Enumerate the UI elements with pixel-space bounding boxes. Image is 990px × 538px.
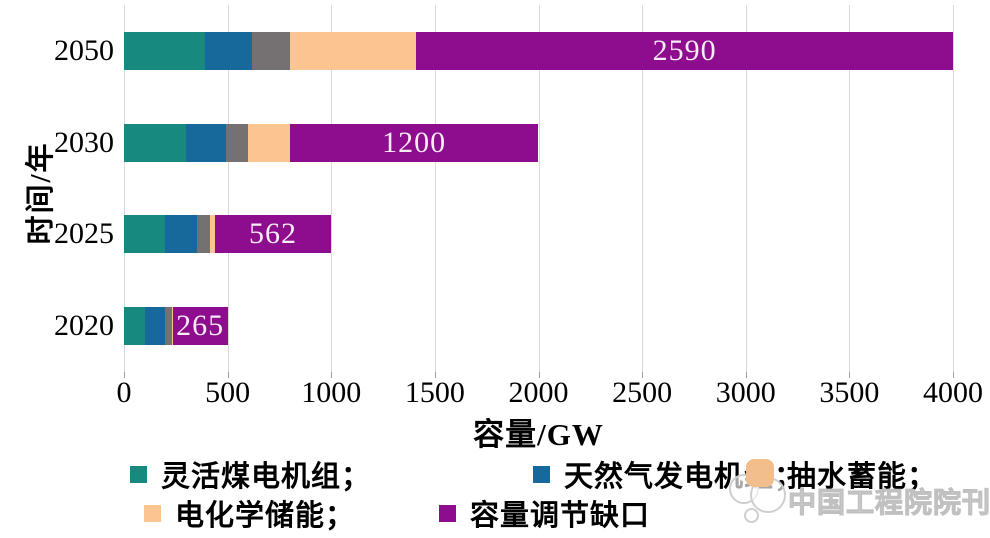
segment-pumped-storage-2050 (252, 31, 290, 70)
segment-natural-gas-2025 (165, 215, 197, 254)
segment-flexible-coal-2050 (124, 31, 205, 70)
y-tick-label-2050: 2050 (54, 33, 114, 67)
segment-natural-gas-2050 (204, 31, 253, 70)
gridline-2500 (642, 5, 644, 372)
legend-swatch-capacity-gap (439, 504, 456, 522)
bar-2020: 265 (124, 307, 228, 346)
bar-value-label-2030: 1200 (382, 125, 447, 159)
x-axis-title: 容量/GW (473, 417, 604, 452)
x-tick-label-500: 500 (205, 376, 251, 409)
segment-battery-storage-2050 (289, 31, 417, 70)
segment-battery-storage-2020 (171, 307, 173, 346)
y-tick-label-2020: 2020 (54, 309, 114, 343)
watermark-text: 中国工程院院刊 (787, 488, 990, 520)
segment-natural-gas-2030 (186, 123, 226, 162)
bar-value-label-2050: 2590 (652, 33, 717, 67)
x-tick-label-2500: 2500 (612, 376, 673, 409)
legend-swatch-flexible-coal (130, 465, 147, 483)
x-tickmark-2000 (538, 372, 540, 378)
y-axis-title: 时间/年 (25, 141, 57, 245)
gridline-500 (227, 5, 229, 372)
gridline-4000 (953, 5, 954, 372)
bar-value-label-2020: 265 (176, 309, 225, 343)
legend-item-flexible-coal: 灵活煤电机组； (130, 456, 372, 493)
x-tickmark-0 (124, 372, 125, 378)
y-tick-label-2030: 2030 (54, 125, 114, 159)
segment-pumped-storage-2030 (225, 123, 249, 162)
watermark-logo-bubble-icon (746, 459, 774, 487)
gridline-1500 (434, 5, 436, 372)
segment-capacity-gap-2050: 2590 (416, 31, 953, 70)
x-tickmark-3500 (849, 372, 851, 378)
legend-label-flexible-coal: 灵活煤电机组； (161, 461, 372, 493)
x-tickmark-2500 (642, 372, 644, 378)
x-tickmark-4000 (953, 372, 954, 378)
segment-battery-storage-2030 (248, 123, 290, 162)
segment-pumped-storage-2020 (165, 307, 172, 346)
segment-capacity-gap-2025: 562 (214, 215, 332, 254)
gridline-1000 (331, 5, 333, 372)
x-tick-label-0: 0 (116, 376, 132, 409)
x-tick-label-1500: 1500 (404, 376, 465, 409)
x-tick-label-3000: 3000 (715, 376, 776, 409)
segment-battery-storage-2025 (209, 215, 215, 254)
gridline-3500 (849, 5, 851, 372)
bar-2030: 1200 (124, 123, 539, 162)
legend-item-capacity-gap: 容量调节缺口 (439, 495, 651, 532)
gridline-3000 (745, 5, 747, 372)
segment-flexible-coal-2030 (124, 123, 187, 162)
watermark-logo-dot (744, 508, 759, 523)
bar-value-label-2025: 562 (248, 217, 297, 251)
segment-natural-gas-2020 (144, 307, 166, 346)
bar-2025: 562 (124, 215, 332, 254)
segment-flexible-coal-2025 (124, 215, 166, 254)
legend-label-pumped-storage: 抽水蓄能； (787, 461, 938, 493)
legend-swatch-natural-gas (533, 465, 550, 483)
x-tick-label-4000: 4000 (923, 376, 983, 409)
x-tick-label-1000: 1000 (301, 376, 362, 409)
gridline-0 (124, 5, 125, 372)
y-tick-label-2025: 2025 (54, 217, 114, 251)
bar-2050: 2590 (124, 31, 953, 70)
legend-item-battery-storage: 电化学储能； (144, 495, 356, 532)
x-tickmark-3000 (745, 372, 747, 378)
gridline-2000 (538, 5, 540, 372)
x-tick-label-2000: 2000 (508, 376, 569, 409)
legend-label-battery-storage: 电化学储能； (175, 500, 356, 532)
plot-area (124, 5, 954, 372)
x-tickmark-1000 (331, 372, 333, 378)
x-tick-label-3500: 3500 (819, 376, 880, 409)
segment-capacity-gap-2020: 265 (172, 307, 228, 346)
x-tickmark-1500 (434, 372, 436, 378)
segment-pumped-storage-2025 (196, 215, 210, 254)
legend-label-capacity-gap: 容量调节缺口 (470, 500, 651, 532)
segment-capacity-gap-2030: 1200 (289, 123, 539, 162)
legend-swatch-battery-storage (144, 504, 161, 522)
x-tickmark-500 (227, 372, 229, 378)
segment-flexible-coal-2020 (124, 307, 145, 346)
